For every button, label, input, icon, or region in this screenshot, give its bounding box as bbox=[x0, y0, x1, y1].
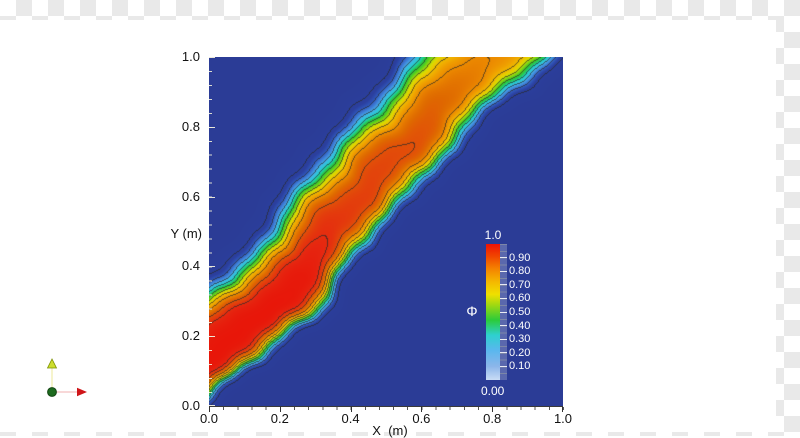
y-major-tick bbox=[209, 126, 215, 128]
x-major-tick bbox=[562, 406, 563, 412]
x-major-tick bbox=[209, 406, 210, 412]
triad-x-arrowhead-icon bbox=[77, 387, 87, 397]
y-tick-label: 0.8 bbox=[181, 118, 200, 134]
x-major-tick bbox=[350, 406, 352, 412]
contour-field-canvas bbox=[209, 57, 563, 406]
x-tick-label: 1.0 bbox=[553, 411, 573, 426]
y-major-tick bbox=[209, 405, 215, 406]
x-major-tick bbox=[279, 406, 281, 412]
x-axis-minor-ticks bbox=[209, 407, 564, 410]
y-tick-label: 0.6 bbox=[181, 188, 200, 204]
y-tick-label: 0.4 bbox=[181, 258, 200, 274]
x-axis-line bbox=[209, 406, 563, 407]
x-tick-label: 0.4 bbox=[341, 411, 360, 426]
x-tick-label: 0.2 bbox=[270, 411, 289, 426]
x-tick-label: 0.8 bbox=[483, 411, 502, 426]
x-major-tick bbox=[492, 406, 494, 412]
y-tick-label: 1.0 bbox=[181, 49, 200, 64]
y-axis-tick-labels: 1.0 0.8 0.6 0.4 0.2 0.0 bbox=[158, 49, 202, 413]
y-major-tick bbox=[209, 57, 215, 58]
y-tick-label: 0.2 bbox=[181, 328, 200, 344]
x-tick-label: 0.0 bbox=[199, 411, 219, 426]
y-tick-label: 0.0 bbox=[181, 398, 200, 413]
y-major-tick bbox=[209, 196, 215, 198]
contour-plot-area: 1.0 0.90 0.80 0.70 0.60 0.50 0.40 0.30 0.20 0.10… bbox=[209, 57, 563, 406]
triad-y-arrowhead-icon bbox=[46, 358, 58, 369]
x-tick-label: 0.6 bbox=[412, 411, 431, 426]
y-axis-title: Y (m) bbox=[170, 226, 202, 241]
x-major-tick bbox=[421, 406, 423, 412]
y-major-tick bbox=[209, 336, 215, 338]
x-axis-title: X (m) bbox=[372, 423, 408, 438]
x-axis-tick-labels: 0.0 0.2 0.4 0.6 0.8 1.0 bbox=[200, 411, 572, 427]
y-major-tick bbox=[209, 266, 215, 268]
triad-origin-sphere-icon bbox=[47, 387, 57, 397]
x-axis-major-ticks bbox=[209, 406, 563, 413]
axis-orientation-triad bbox=[46, 358, 87, 397]
